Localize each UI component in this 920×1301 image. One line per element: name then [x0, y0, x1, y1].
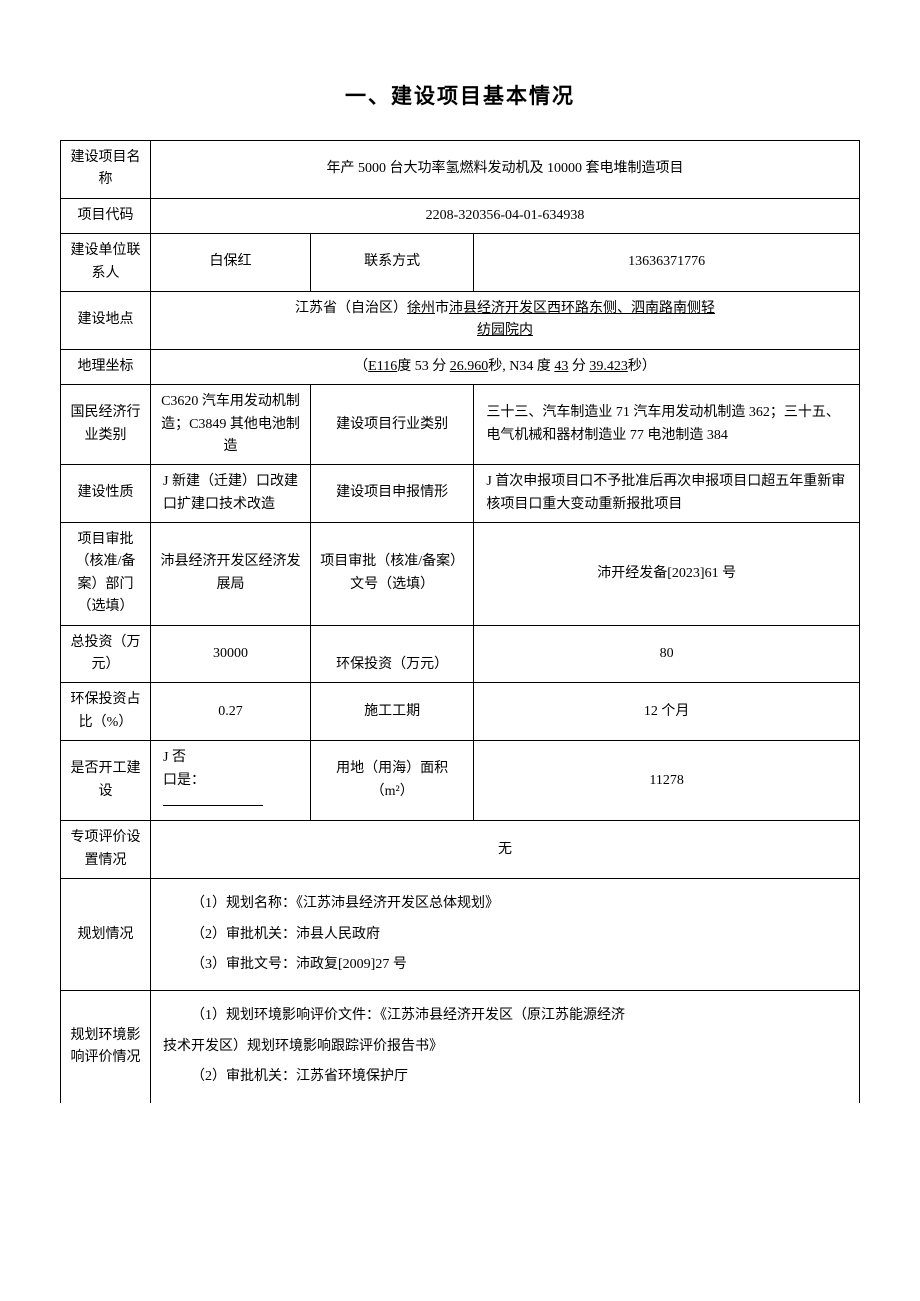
page-title: 一、建设项目基本情况: [60, 80, 860, 110]
label-contact-method: 联系方式: [311, 234, 474, 292]
value-project-name: 年产 5000 台大功率氢燃料发动机及 10000 套电堆制造项目: [151, 141, 860, 199]
label-contact-person: 建设单位联系人: [61, 234, 151, 292]
value-approval-dept: 沛县经济开发区经济发展局: [151, 523, 311, 626]
value-planning: （1）规划名称：《江苏沛县经济开发区总体规划》 （2）审批机关：沛县人民政府 （…: [151, 879, 860, 991]
table-row: 环保投资占比（%） 0.27 施工工期 12 个月: [61, 683, 860, 741]
table-row: 总投资（万元） 30000 环保投资（万元） 80: [61, 625, 860, 683]
value-special-eval: 无: [151, 821, 860, 879]
value-contact-person: 白保红: [151, 234, 311, 292]
label-approval-dept: 项目审批（核准/备案）部门（选填）: [61, 523, 151, 626]
label-construction-nature: 建设性质: [61, 465, 151, 523]
label-geo-coord: 地理坐标: [61, 349, 151, 384]
label-env-ratio: 环保投资占比（%）: [61, 683, 151, 741]
project-info-table: 建设项目名称 年产 5000 台大功率氢燃料发动机及 10000 套电堆制造项目…: [60, 140, 860, 1103]
label-land-area: 用地（用海）面积（m²）: [311, 741, 474, 821]
label-project-name: 建设项目名称: [61, 141, 151, 199]
table-row: 建设单位联系人 白保红 联系方式 13636371776: [61, 234, 860, 292]
table-row: 专项评价设置情况 无: [61, 821, 860, 879]
label-industry-category: 国民经济行业类别: [61, 385, 151, 465]
table-row: 建设性质 J 新建（迁建）口改建口扩建口技术改造 建设项目申报情形 J 首次申报…: [61, 465, 860, 523]
value-location: 江苏省（自治区）徐州市沛县经济开发区西环路东侧、泗南路南侧轻纺园院内: [151, 291, 860, 349]
table-row: 建设地点 江苏省（自治区）徐州市沛县经济开发区西环路东侧、泗南路南侧轻纺园院内: [61, 291, 860, 349]
value-env-ratio: 0.27: [151, 683, 311, 741]
value-env-planning: （1）规划环境影响评价文件：《江苏沛县经济开发区（原江苏能源经济 技术开发区）规…: [151, 991, 860, 1103]
label-env-investment: 环保投资（万元）: [311, 625, 474, 683]
value-construction-nature: J 新建（迁建）口改建口扩建口技术改造: [151, 465, 311, 523]
label-project-code: 项目代码: [61, 198, 151, 233]
value-total-investment: 30000: [151, 625, 311, 683]
label-total-investment: 总投资（万元）: [61, 625, 151, 683]
value-project-code: 2208-320356-04-01-634938: [151, 198, 860, 233]
value-industry-category: C3620 汽车用发动机制造；C3849 其他电池制造: [151, 385, 311, 465]
label-planning: 规划情况: [61, 879, 151, 991]
value-land-area: 11278: [474, 741, 860, 821]
value-application-type: J 首次申报项目口不予批准后再次申报项目口超五年重新审核项目口重大变动重新报批项…: [474, 465, 860, 523]
value-approval-doc: 沛开经发备[2023]61 号: [474, 523, 860, 626]
table-row: 是否开工建设 J 否口是： 用地（用海）面积（m²） 11278: [61, 741, 860, 821]
table-row: 项目审批（核准/备案）部门（选填） 沛县经济开发区经济发展局 项目审批（核准/备…: [61, 523, 860, 626]
value-construction-period: 12 个月: [474, 683, 860, 741]
table-row: 规划环境影响评价情况 （1）规划环境影响评价文件：《江苏沛县经济开发区（原江苏能…: [61, 991, 860, 1103]
table-row: 地理坐标 （E116度 53 分 26.960秒, N34 度 43 分 39.…: [61, 349, 860, 384]
label-special-eval: 专项评价设置情况: [61, 821, 151, 879]
label-env-planning: 规划环境影响评价情况: [61, 991, 151, 1103]
label-project-industry: 建设项目行业类别: [311, 385, 474, 465]
label-application-type: 建设项目申报情形: [311, 465, 474, 523]
table-row: 规划情况 （1）规划名称：《江苏沛县经济开发区总体规划》 （2）审批机关：沛县人…: [61, 879, 860, 991]
value-geo-coord: （E116度 53 分 26.960秒, N34 度 43 分 39.423秒）: [151, 349, 860, 384]
table-row: 国民经济行业类别 C3620 汽车用发动机制造；C3849 其他电池制造 建设项…: [61, 385, 860, 465]
label-started: 是否开工建设: [61, 741, 151, 821]
label-location: 建设地点: [61, 291, 151, 349]
value-contact-phone: 13636371776: [474, 234, 860, 292]
label-approval-doc: 项目审批（核准/备案）文号（选填）: [311, 523, 474, 626]
value-started: J 否口是：: [151, 741, 311, 821]
value-env-investment: 80: [474, 625, 860, 683]
label-construction-period: 施工工期: [311, 683, 474, 741]
value-project-industry: 三十三、汽车制造业 71 汽车用发动机制造 362；三十五、电气机械和器材制造业…: [474, 385, 860, 465]
table-row: 建设项目名称 年产 5000 台大功率氢燃料发动机及 10000 套电堆制造项目: [61, 141, 860, 199]
table-row: 项目代码 2208-320356-04-01-634938: [61, 198, 860, 233]
